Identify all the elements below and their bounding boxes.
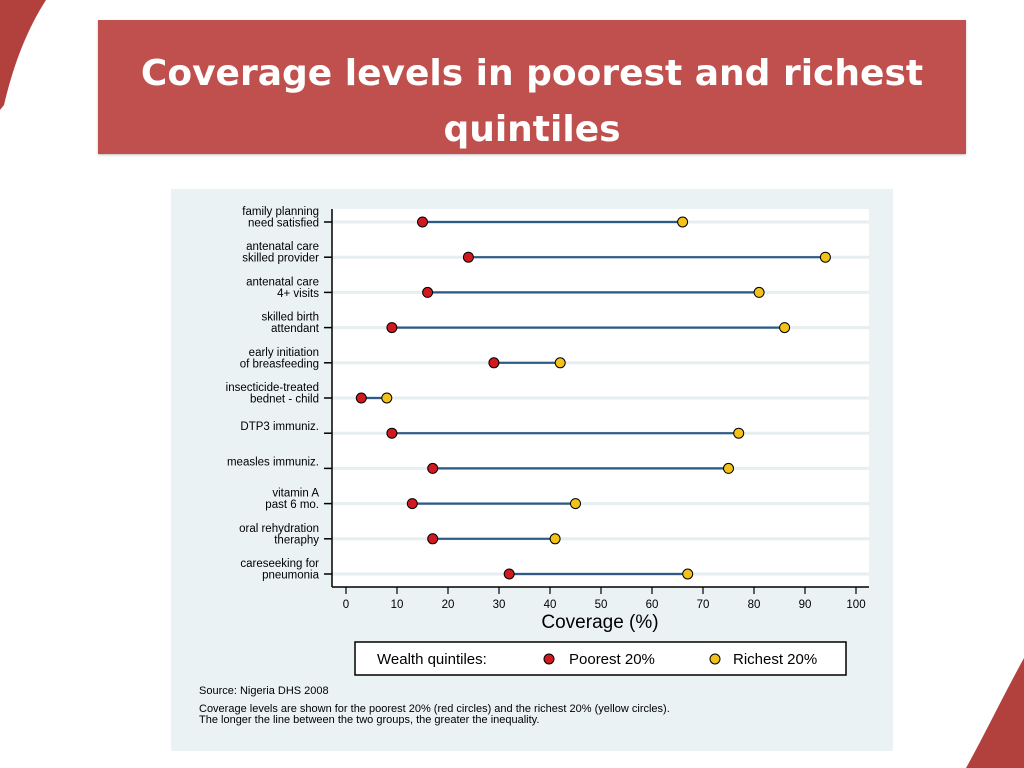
chart-panel: family planning need satisfied antenatal c… bbox=[171, 189, 893, 751]
poorest-point bbox=[386, 322, 398, 334]
data-rows: family planning need satisfied antenatal c… bbox=[226, 206, 831, 582]
y-tick-label: skilled birth attendant bbox=[261, 312, 319, 336]
poorest-point bbox=[386, 427, 398, 439]
x-tick-label: 100 bbox=[846, 599, 865, 611]
source-note: Source: Nigeria DHS 2008 bbox=[199, 685, 329, 697]
y-tick-label: insecticide-treated bednet - child bbox=[226, 382, 319, 406]
x-tick-label: 70 bbox=[697, 599, 710, 611]
legend-marker-richest bbox=[709, 653, 721, 665]
y-tick-label: oral rehydration theraphy bbox=[239, 523, 319, 547]
poorest-point bbox=[488, 357, 500, 369]
x-tick-label: 0 bbox=[343, 599, 349, 611]
legend-marker-poorest bbox=[543, 653, 555, 665]
x-tick-label: 10 bbox=[391, 599, 404, 611]
richest-point bbox=[723, 462, 734, 474]
x-tick-label: 30 bbox=[493, 599, 506, 611]
legend-box bbox=[354, 641, 847, 676]
y-tick-label: careseeking for pneumonia bbox=[240, 558, 319, 582]
y-tick-label: early initiation of breasfeeding bbox=[240, 347, 319, 371]
poorest-point bbox=[462, 251, 474, 263]
poorest-point bbox=[427, 533, 439, 545]
dumbbell-chart: family planning need satisfied antenatal c… bbox=[199, 206, 869, 726]
footnote-line-2: The longer the line between the two grou… bbox=[199, 714, 539, 726]
x-tick-label: 60 bbox=[646, 599, 659, 611]
y-tick-label: antenatal care skilled provider bbox=[242, 241, 319, 265]
x-tick-label: 40 bbox=[544, 599, 557, 611]
richest-point bbox=[549, 533, 561, 545]
richest-point bbox=[819, 251, 831, 263]
legend: Wealth quintiles: Poorest 20% Richest 20… bbox=[354, 641, 847, 676]
legend-label-poorest: Poorest 20% bbox=[569, 651, 655, 668]
y-tick-label: measles immuniz. bbox=[227, 456, 319, 468]
corner-swoosh-top-left bbox=[0, 0, 46, 110]
poorest-point bbox=[355, 392, 367, 404]
richest-point bbox=[554, 357, 566, 369]
poorest-point bbox=[406, 498, 418, 510]
x-tick-label: 80 bbox=[748, 599, 761, 611]
poorest-point bbox=[417, 216, 428, 228]
y-tick-label: DTP3 immuniz. bbox=[240, 421, 319, 433]
legend-title: Wealth quintiles: bbox=[377, 651, 487, 668]
richest-point bbox=[753, 286, 765, 298]
x-tick-label: 90 bbox=[799, 599, 812, 611]
y-tick-label: family planning need satisfied bbox=[242, 206, 319, 230]
corner-swoosh-bottom-right bbox=[966, 658, 1024, 768]
slide-title: Coverage levels in poorest and richest q… bbox=[140, 53, 924, 150]
richest-point bbox=[733, 427, 745, 439]
x-axis-ticks: 0 10 20 30 40 50 60 70 80 90 100 bbox=[343, 587, 866, 611]
richest-point bbox=[570, 498, 581, 510]
richest-point bbox=[682, 568, 694, 580]
poorest-point bbox=[422, 286, 434, 298]
x-tick-label: 50 bbox=[595, 599, 608, 611]
poorest-point bbox=[503, 568, 515, 580]
legend-label-richest: Richest 20% bbox=[733, 651, 817, 668]
richest-point bbox=[779, 322, 791, 334]
poorest-point bbox=[427, 462, 439, 474]
richest-point bbox=[677, 216, 689, 228]
richest-point bbox=[381, 392, 393, 404]
x-tick-label: 20 bbox=[442, 599, 455, 611]
footnote-line-1: Coverage levels are shown for the poores… bbox=[199, 703, 670, 715]
slide-title-banner: Coverage levels in poorest and richest q… bbox=[98, 20, 966, 154]
x-axis-label: Coverage (%) bbox=[541, 612, 658, 633]
y-tick-label: antenatal care 4+ visits bbox=[246, 276, 319, 300]
